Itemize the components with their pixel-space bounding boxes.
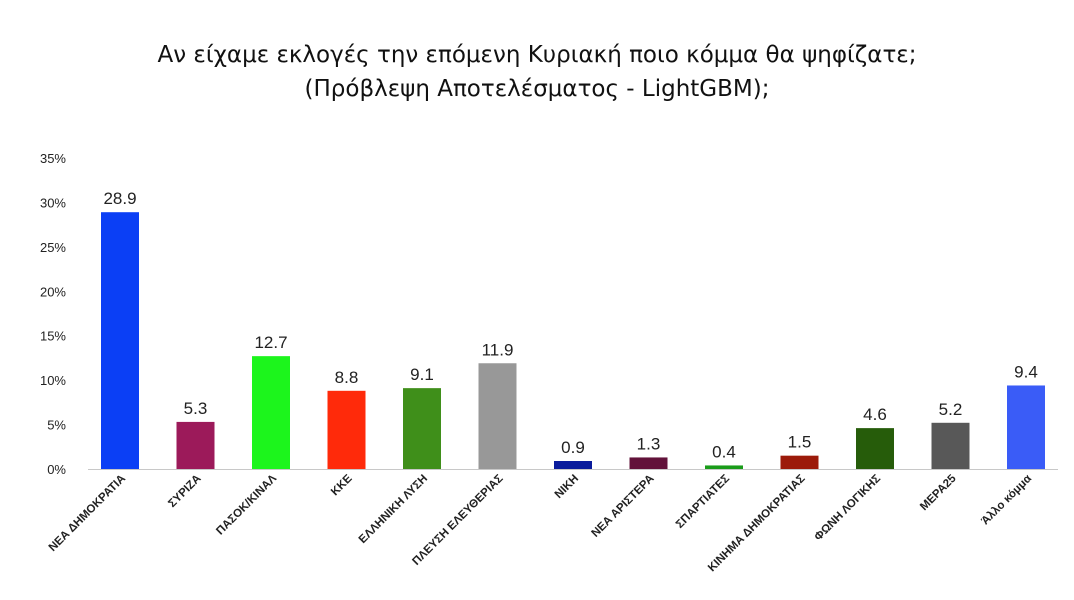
y-tick-label: 10%: [40, 373, 66, 388]
value-label: 4.6: [863, 405, 887, 424]
category-label: ΝΙΚΗ: [553, 473, 581, 501]
y-tick-label: 5%: [47, 418, 66, 433]
category-label: ΕΛΛΗΝΙΚΗ ΛΥΣΗ: [357, 473, 430, 546]
bar: [931, 422, 970, 469]
bar: [856, 428, 894, 469]
bar: [101, 212, 139, 469]
y-tick-label: 20%: [40, 284, 66, 299]
bar: [403, 388, 441, 469]
category-label: ΠΛΕΥΣΗ ΕΛΕΥΘΕΡΙΑΣ: [410, 473, 505, 568]
category-label: ΠΑΣΟΚ/ΚΙΝΑΛ: [214, 472, 279, 537]
value-label: 11.9: [482, 340, 514, 359]
value-label: 28.9: [103, 189, 136, 208]
category-label: Άλλο κόμμα: [979, 473, 1034, 528]
value-label: 9.1: [410, 365, 434, 384]
bar: [327, 390, 366, 469]
value-label: 1.3: [637, 434, 661, 453]
y-tick-label: 0%: [47, 462, 66, 477]
value-label: 12.7: [254, 333, 287, 352]
category-label: ΜΕΡΑ25: [918, 472, 959, 513]
bar: [705, 465, 743, 469]
value-label: 5.2: [939, 400, 963, 419]
category-label: ΝΕΑ ΔΗΜΟΚΡΑΤΙΑ: [47, 473, 128, 554]
value-label: 8.8: [335, 368, 359, 387]
category-label: ΣΠΑΡΤΙΑΤΕΣ: [674, 473, 732, 531]
chart-title-block: Αν είχαμε εκλογές την επόμενη Κυριακή πο…: [0, 38, 1074, 106]
bar: [780, 455, 819, 469]
bar: [629, 457, 668, 469]
category-label: ΦΩΝΗ ΛΟΓΙΚΗΣ: [812, 473, 883, 544]
value-label: 0.9: [561, 438, 585, 457]
y-tick-label: 30%: [40, 195, 66, 210]
y-tick-label: 25%: [40, 240, 66, 255]
value-label: 5.3: [184, 399, 208, 418]
category-label: ΣΥΡΙΖΑ: [166, 473, 203, 510]
y-tick-label: 35%: [40, 151, 66, 166]
bar: [252, 356, 290, 469]
chart-title: Αν είχαμε εκλογές την επόμενη Κυριακή πο…: [157, 42, 917, 68]
value-label: 9.4: [1014, 362, 1038, 381]
y-tick-label: 15%: [40, 329, 66, 344]
value-label: 0.4: [712, 442, 736, 461]
bar: [1007, 385, 1045, 469]
chart-subtitle: (Πρόβλεψη Αποτελέσματος - LightGBM);: [304, 76, 770, 102]
bar: [554, 461, 592, 469]
value-label: 1.5: [788, 433, 812, 452]
bar: [176, 421, 215, 469]
bar: [478, 363, 517, 469]
category-label: ΝΕΑ ΑΡΙΣΤΕΡΑ: [589, 473, 656, 540]
category-label: ΚΚΕ: [329, 472, 355, 498]
